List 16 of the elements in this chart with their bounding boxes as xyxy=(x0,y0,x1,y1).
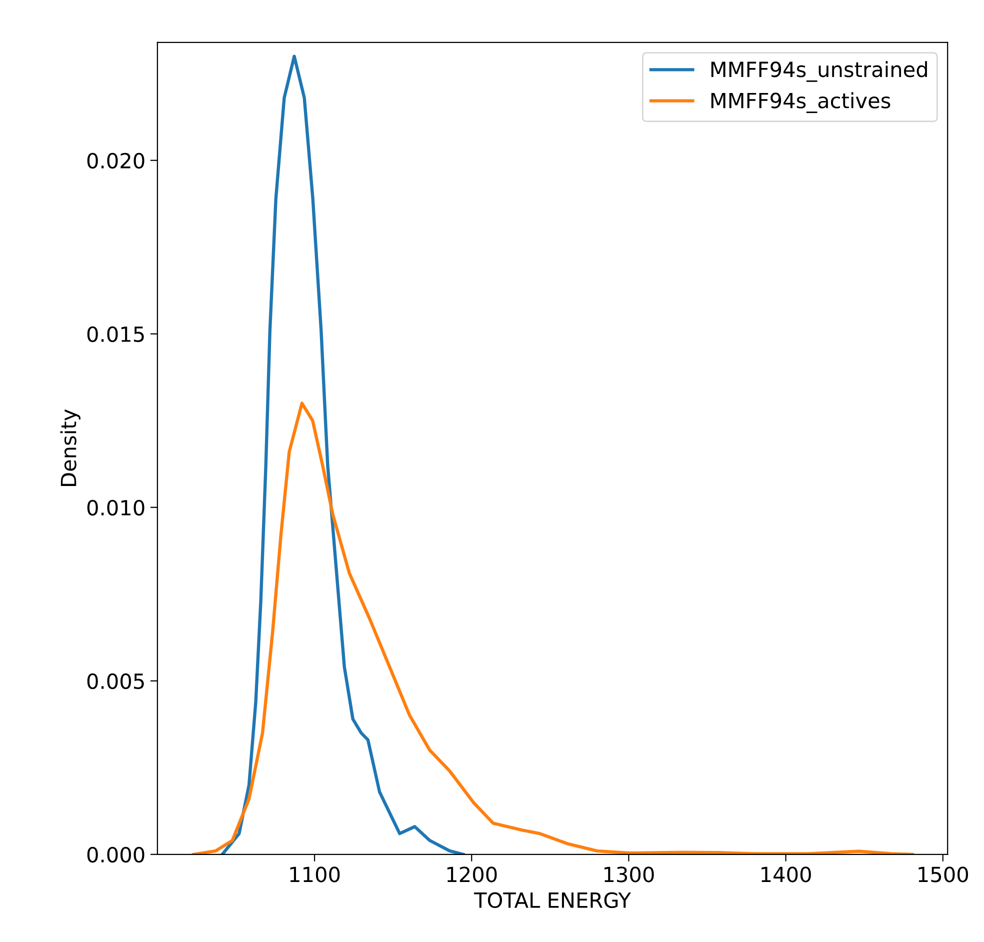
y-tick-label: 0.020 xyxy=(87,152,144,169)
x-axis-title: TOTAL ENERGY xyxy=(474,892,632,908)
y-tick-label: 0.010 xyxy=(87,500,144,516)
y-tick-label: 0.000 xyxy=(87,846,144,863)
x-tick-label: 1300 xyxy=(604,866,654,882)
x-tick-label: 1500 xyxy=(918,866,968,882)
x-tick-label: 1100 xyxy=(290,866,340,882)
line-series xyxy=(220,54,465,854)
legend-label: MMFF94s_actives xyxy=(711,92,890,114)
x-tick-label: 1200 xyxy=(447,866,497,882)
y-tick-label: 0.015 xyxy=(87,326,144,342)
x-tick-label: 1400 xyxy=(762,866,811,882)
legend-label: MMFF94s_unstrained xyxy=(711,61,927,82)
line-series xyxy=(192,402,914,854)
y-axis-title: Density xyxy=(60,409,80,486)
y-tick-label: 0.005 xyxy=(87,673,144,690)
